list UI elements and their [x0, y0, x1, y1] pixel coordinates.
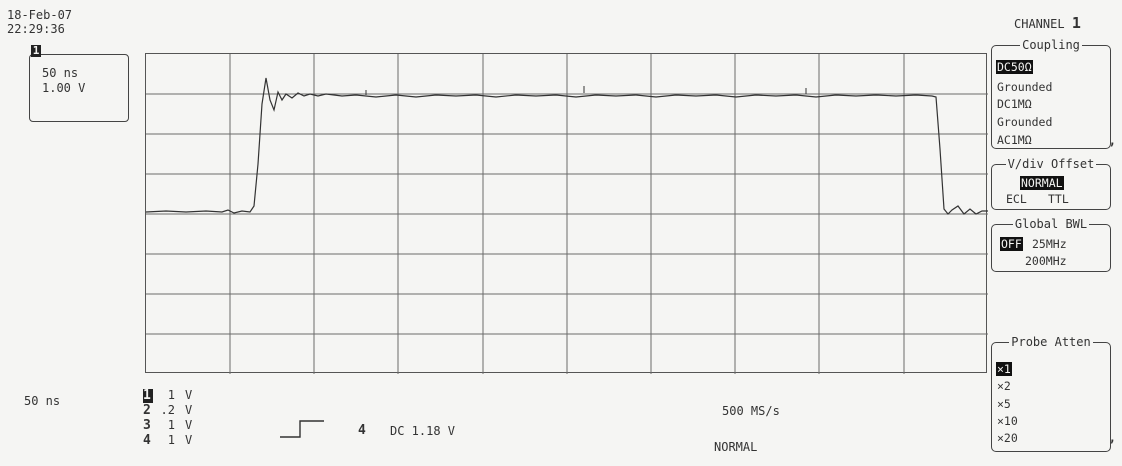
grid-lines: [146, 54, 988, 374]
channel-2-unit: V: [185, 403, 192, 417]
offset-option-ttl[interactable]: TTL: [1048, 193, 1069, 206]
channel-volt-div: 1.00 V: [42, 81, 85, 95]
coupling-option-grounded-1[interactable]: Grounded: [997, 81, 1052, 94]
waveform-display: [146, 54, 988, 374]
waveform-graticule: [145, 53, 987, 373]
probe-option-x5[interactable]: ×5: [997, 398, 1011, 411]
probe-atten-menu[interactable]: Probe Atten ×1 ×2 ×5 ×10 ×20 ,: [991, 342, 1111, 452]
bwl-option-200mhz[interactable]: 200MHz: [1025, 255, 1067, 268]
coupling-title: Coupling: [1020, 38, 1082, 52]
channel-1-unit: V: [185, 388, 192, 402]
probe-option-x20[interactable]: ×20: [997, 432, 1018, 445]
channel-1-value: 1: [153, 388, 175, 402]
coupling-option-ac1m[interactable]: AC1MΩ: [997, 134, 1032, 147]
channel-2-value: .2: [153, 403, 175, 417]
channel-3-number: 3: [143, 419, 153, 433]
coupling-menu[interactable]: Coupling DC50Ω Grounded DC1MΩ Grounded A…: [991, 45, 1111, 149]
date-readout: 18-Feb-07: [7, 8, 72, 22]
channel-menu-number: 1: [1072, 14, 1081, 32]
vdiv-offset-menu[interactable]: V/div Offset NORMAL ECL TTL: [991, 164, 1111, 210]
probe-option-x2[interactable]: ×2: [997, 380, 1011, 393]
channel-row-2: 2.2 V: [143, 403, 192, 418]
channel-2-number: 2: [143, 404, 153, 418]
bwl-option-off[interactable]: OFF: [1000, 237, 1023, 251]
trigger-rising-edge-icon: [280, 418, 324, 444]
channel-4-unit: V: [185, 433, 192, 447]
channel-1-number: 1: [143, 389, 153, 403]
channel-3-value: 1: [153, 418, 175, 432]
timebase-readout: 50 ns: [24, 394, 60, 408]
sample-rate: 500 MS/s: [722, 404, 780, 418]
probe-atten-title: Probe Atten: [1009, 335, 1092, 349]
channel-4-number: 4: [143, 434, 153, 448]
channel-time-div: 50 ns: [42, 66, 78, 80]
channel-3-unit: V: [185, 418, 192, 432]
probe-option-x10[interactable]: ×10: [997, 415, 1018, 428]
coupling-option-dc50[interactable]: DC50Ω: [996, 60, 1033, 74]
bwl-option-25mhz[interactable]: 25MHz: [1032, 238, 1067, 251]
channel-menu-title: CHANNEL 1: [1014, 14, 1081, 32]
trigger-level: DC 1.18 V: [390, 424, 455, 438]
coupling-option-grounded-2[interactable]: Grounded: [997, 116, 1052, 129]
global-bwl-menu[interactable]: Global BWL OFF 25MHz 200MHz: [991, 224, 1111, 272]
coupling-option-dc1m[interactable]: DC1MΩ: [997, 98, 1032, 111]
vdiv-offset-title: V/div Offset: [1006, 157, 1097, 171]
probe-option-x1[interactable]: ×1: [996, 362, 1012, 376]
offset-option-normal[interactable]: NORMAL: [1020, 176, 1064, 190]
channel-4-value: 1: [153, 433, 175, 447]
time-readout: 22:29:36: [7, 22, 65, 36]
channel-menu-label: CHANNEL: [1014, 17, 1065, 31]
acquisition-mode: NORMAL: [714, 440, 757, 454]
more-options-icon: ,: [1109, 431, 1116, 445]
more-options-icon: ,: [1109, 134, 1116, 148]
channel-tag: 1: [31, 45, 41, 57]
global-bwl-title: Global BWL: [1013, 217, 1089, 231]
offset-option-ecl[interactable]: ECL: [1006, 193, 1027, 206]
trigger-source: 4: [358, 423, 366, 438]
